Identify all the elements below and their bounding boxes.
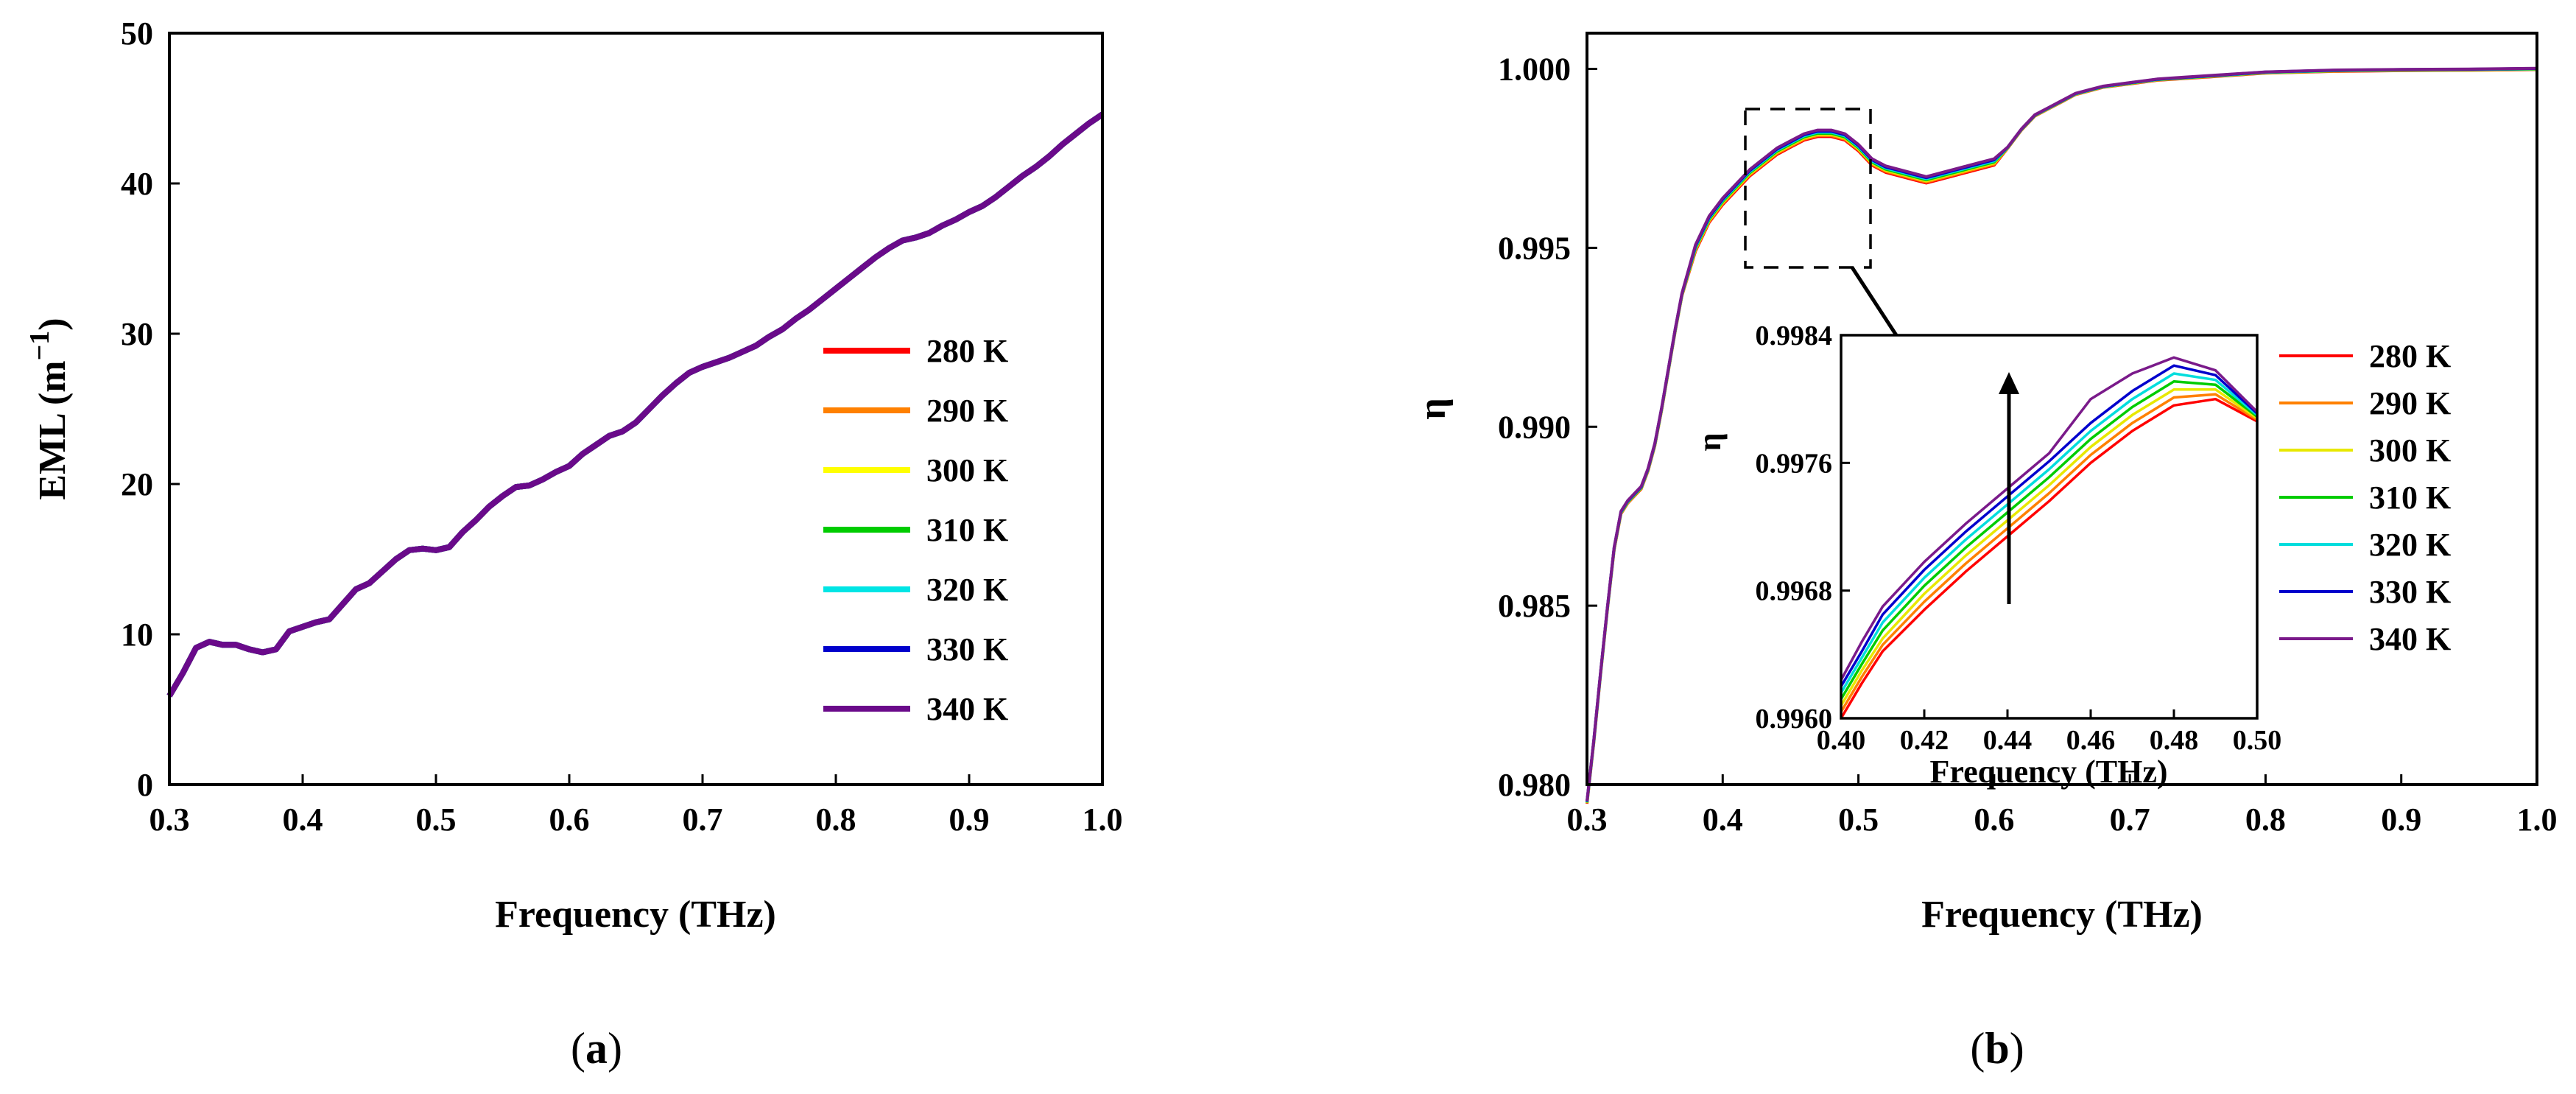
chart-a-panel-label: (a) <box>571 1024 622 1073</box>
x-tick-label: 0.8 <box>816 802 856 838</box>
inset-background <box>1841 335 2257 718</box>
series-line-340k <box>166 111 1105 698</box>
x-tick-label: 0.46 <box>2066 725 2116 756</box>
chart-b-series-lines <box>1586 66 2538 804</box>
inset-series-line-290k <box>1840 393 2258 713</box>
y-tick-label: 0.990 <box>1498 409 1571 445</box>
y-tick-label: 0.995 <box>1498 230 1571 266</box>
zoom-box <box>1744 108 1872 269</box>
x-tick-label: 0.40 <box>1817 725 1866 756</box>
x-tick-label: 0.48 <box>2150 725 2199 756</box>
x-tick-label: 0.3 <box>1567 802 1608 838</box>
chart-a-ylabel-close: ) <box>32 318 74 330</box>
inset-chart: 0.40 0.42 0.44 0.46 0.48 0.50 0.9960 0.9968 0.99… <box>1692 320 2281 790</box>
y-tick-label: 20 <box>121 466 153 502</box>
legend-label-320k: 320 K <box>926 572 1008 608</box>
legend-label-300k: 300 K <box>2369 432 2451 469</box>
legend-label-290k: 290 K <box>926 393 1008 429</box>
inset-xlabel: Frequency (THz) <box>1929 754 2167 790</box>
inset-series-line-340k <box>1840 356 2259 681</box>
chart-b-frame <box>1586 32 2538 786</box>
x-tick-label: 0.44 <box>1983 725 2033 756</box>
y-tick-label: 0.9968 <box>1756 576 1833 607</box>
y-tick-label: 1.000 <box>1498 52 1571 88</box>
chart-a: 0.3 0.4 0.5 0.6 0.7 0.8 0.9 1.0 0 10 20 30 40 50 Freq… <box>24 15 1123 1073</box>
y-tick-label: 0.9976 <box>1756 448 1833 479</box>
inset-ylabel: η <box>1692 433 1728 452</box>
legend-label-340k: 340 K <box>2369 621 2451 657</box>
inset-frame <box>1840 334 2259 720</box>
chart-b-panel-label: (b) <box>1970 1024 2024 1073</box>
y-tick-label: 0.980 <box>1498 767 1571 803</box>
x-tick-label: 0.9 <box>2381 802 2421 838</box>
chart-a-ylabel: EML (m−1) <box>24 318 74 499</box>
legend-label-280k: 280 K <box>2369 338 2451 374</box>
chart-a-series-lines <box>166 111 1105 698</box>
chart-b-panel-letter: b <box>1985 1024 2009 1073</box>
series-line-340k <box>1586 66 2538 802</box>
chart-a-panel-close: ) <box>608 1024 622 1073</box>
x-tick-label: 0.50 <box>2233 725 2282 756</box>
inset-series-lines <box>1840 356 2259 719</box>
x-tick-label: 0.3 <box>149 802 190 838</box>
chart-a-frame <box>168 32 1104 786</box>
y-tick-label: 50 <box>121 15 153 52</box>
x-tick-label: 0.4 <box>283 802 323 838</box>
inset-trend-arrow-head <box>1999 372 2019 394</box>
x-tick-label: 0.42 <box>1900 725 1949 756</box>
x-tick-label: 0.8 <box>2245 802 2286 838</box>
chart-b-xlabel: Frequency (THz) <box>1921 894 2203 936</box>
inset-series-line-300k <box>1840 388 2258 706</box>
x-tick-label: 1.0 <box>1083 802 1123 838</box>
x-tick-label: 0.5 <box>416 802 457 838</box>
chart-a-ylabel-main: EML (m <box>32 360 74 499</box>
y-tick-label: 0.985 <box>1498 588 1571 624</box>
legend-label-280k: 280 K <box>926 333 1008 369</box>
legend-label-310k: 310 K <box>926 512 1008 548</box>
chart-a-legend: 280 K 290 K 300 K 310 K 320 K 330 K 340 K <box>823 333 1008 727</box>
legend-label-330k: 330 K <box>926 631 1008 667</box>
chart-b-panel-open: ( <box>1970 1024 1985 1073</box>
chart-b-legend: 280 K 290 K 300 K 310 K 320 K 330 K 340 K <box>2279 338 2451 657</box>
chart-b: 0.3 0.4 0.5 0.6 0.7 0.8 0.9 1.0 0.980 0.985 0.990 0… <box>1412 32 2558 1073</box>
inset-series-line-320k <box>1840 372 2259 694</box>
x-tick-label: 0.7 <box>2110 802 2150 838</box>
legend-label-320k: 320 K <box>2369 527 2451 563</box>
legend-label-310k: 310 K <box>2369 480 2451 516</box>
legend-label-290k: 290 K <box>2369 385 2451 421</box>
x-tick-label: 0.5 <box>1838 802 1879 838</box>
chart-a-ticks: 0.3 0.4 0.5 0.6 0.7 0.8 0.9 1.0 0 10 20 30 40 50 <box>121 15 1123 838</box>
inset-series-line-310k <box>1840 380 2259 700</box>
legend-label-300k: 300 K <box>926 452 1008 488</box>
inset-series-line-330k <box>1840 364 2259 687</box>
inset-ticks: 0.40 0.42 0.44 0.46 0.48 0.50 0.9960 0.9968 0.99… <box>1756 320 2282 756</box>
x-tick-label: 0.6 <box>1974 802 2014 838</box>
inset-series-line-280k <box>1840 397 2258 719</box>
y-tick-label: 40 <box>121 166 153 202</box>
y-tick-label: 0.9984 <box>1756 320 1833 351</box>
chart-b-panel-close: ) <box>2010 1024 2024 1073</box>
y-tick-label: 0 <box>137 767 153 803</box>
y-tick-label: 10 <box>121 617 153 653</box>
x-tick-label: 0.4 <box>1703 802 1743 838</box>
x-tick-label: 1.0 <box>2517 802 2558 838</box>
chart-a-ylabel-sup: −1 <box>24 331 55 361</box>
chart-b-ticks: 0.3 0.4 0.5 0.6 0.7 0.8 0.9 1.0 0.980 0.985 0.990 0… <box>1498 52 2558 838</box>
x-tick-label: 0.9 <box>949 802 990 838</box>
legend-label-340k: 340 K <box>926 691 1008 727</box>
chart-a-panel-letter: a <box>585 1024 608 1073</box>
legend-label-330k: 330 K <box>2369 574 2451 610</box>
chart-a-xlabel: Frequency (THz) <box>495 894 776 936</box>
chart-a-panel-open: ( <box>571 1024 585 1073</box>
y-tick-label: 30 <box>121 316 153 352</box>
x-tick-label: 0.6 <box>549 802 590 838</box>
chart-b-ylabel: η <box>1412 398 1454 420</box>
y-tick-label: 0.9960 <box>1756 704 1833 734</box>
x-tick-label: 0.7 <box>683 802 723 838</box>
